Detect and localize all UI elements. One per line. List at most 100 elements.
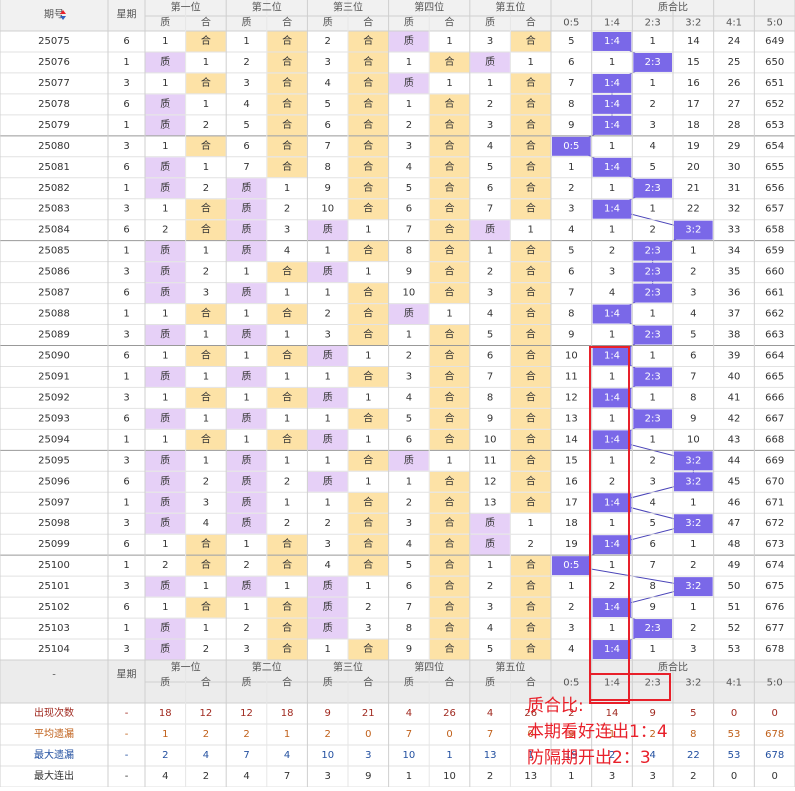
cell: 2	[649, 455, 655, 466]
sort-down[interactable]	[60, 16, 66, 20]
cell: 1	[649, 644, 655, 655]
cell: 2:3	[645, 267, 661, 278]
cell: 1	[649, 204, 655, 215]
cell: 1	[123, 371, 129, 382]
ratio-hit	[633, 409, 672, 429]
cell: 质	[242, 412, 252, 424]
he-cell	[510, 304, 551, 325]
zhi-cell	[226, 408, 267, 429]
stat-cell: 0	[446, 729, 452, 740]
cell: 47	[728, 518, 741, 529]
cell: 合	[282, 390, 292, 403]
cell: 1:4	[604, 162, 620, 173]
he-cell	[348, 639, 389, 660]
cell: 0:5	[563, 141, 579, 152]
cell: 1	[690, 246, 696, 257]
zhi-cell	[145, 94, 186, 115]
header-cell: 第三位	[333, 661, 363, 674]
cell: 669	[765, 455, 784, 466]
cell: 1:4	[604, 78, 620, 89]
stat-cell: 4	[649, 750, 655, 761]
ratio-hit	[592, 157, 632, 177]
he-cell	[267, 346, 307, 366]
zhi-cell	[226, 178, 267, 199]
cell: 3	[487, 288, 493, 299]
cell: 10	[321, 204, 334, 215]
cell: 25076	[38, 57, 70, 68]
cell: 25	[728, 57, 741, 68]
cell: 合	[282, 76, 292, 89]
stat-cell: 3	[365, 750, 371, 761]
cell: 2	[203, 644, 209, 655]
zhi-cell	[307, 346, 348, 366]
cell: 1	[406, 57, 412, 68]
zhi-cell	[145, 325, 186, 345]
stat-cell: 14	[606, 708, 619, 719]
cell: 12	[484, 476, 497, 487]
cell: 13	[565, 413, 578, 424]
sort-up[interactable]	[60, 10, 66, 14]
cell: 合	[201, 307, 211, 320]
he-cell	[348, 199, 389, 220]
he-cell	[186, 304, 226, 325]
cell: 4	[284, 246, 290, 257]
he-cell	[267, 52, 307, 73]
he-cell	[348, 157, 389, 178]
cell: 1	[123, 560, 129, 571]
cell: 合	[445, 244, 455, 257]
header-cell: 星期	[117, 9, 137, 21]
cell: 3	[690, 644, 696, 655]
cell: 质	[242, 245, 252, 257]
cell: 6	[123, 350, 129, 361]
cell: 4	[487, 309, 493, 320]
cell: 7	[690, 371, 696, 382]
cell: 1	[284, 330, 290, 341]
cell: 25098	[38, 518, 70, 529]
he-cell	[429, 555, 470, 576]
header-cell: -	[52, 670, 56, 681]
cell: 合	[445, 495, 455, 508]
zhi-cell	[226, 450, 267, 471]
cell: 合	[445, 411, 455, 424]
he-cell	[510, 450, 551, 471]
cell: 4	[649, 141, 655, 152]
zhi-cell	[307, 387, 348, 408]
cell: 3	[123, 644, 129, 655]
stat-cell: 1	[609, 729, 615, 740]
cell: 质	[242, 517, 252, 529]
cell: 7	[487, 204, 493, 215]
cell: 656	[765, 183, 784, 194]
cell: 合	[282, 139, 292, 152]
cell: 3	[568, 204, 574, 215]
cell: 1:4	[604, 120, 620, 131]
cell: 25095	[38, 455, 70, 466]
cell: 3:2	[685, 581, 701, 592]
cell: 1	[487, 246, 493, 257]
cell: 3	[325, 57, 331, 68]
cell: 4	[568, 225, 574, 236]
stat-cell: 53	[728, 750, 741, 761]
he-cell	[429, 576, 470, 597]
ratio-hit	[633, 262, 672, 282]
cell: 1	[162, 539, 168, 550]
cell: 合	[526, 642, 536, 655]
annotation: 质合比:	[527, 696, 584, 716]
he-cell	[429, 366, 470, 387]
cell: 质	[160, 245, 170, 257]
cell: 1	[325, 497, 331, 508]
header-cell: 5:0	[767, 18, 783, 29]
header-cell: 质合比	[658, 1, 688, 14]
header-cell: 质合比	[658, 661, 688, 674]
cell: 3	[568, 623, 574, 634]
stat-cell: 2	[203, 771, 209, 782]
zhi-cell	[389, 304, 429, 325]
cell: 合	[526, 307, 536, 320]
zhi-cell	[389, 450, 429, 471]
cell: 合	[526, 432, 536, 445]
cell: 3	[123, 581, 129, 592]
cell: 31	[728, 183, 741, 194]
cell: 2	[528, 539, 534, 550]
stat-cell: 9	[568, 729, 574, 740]
cell: 合	[201, 76, 211, 89]
